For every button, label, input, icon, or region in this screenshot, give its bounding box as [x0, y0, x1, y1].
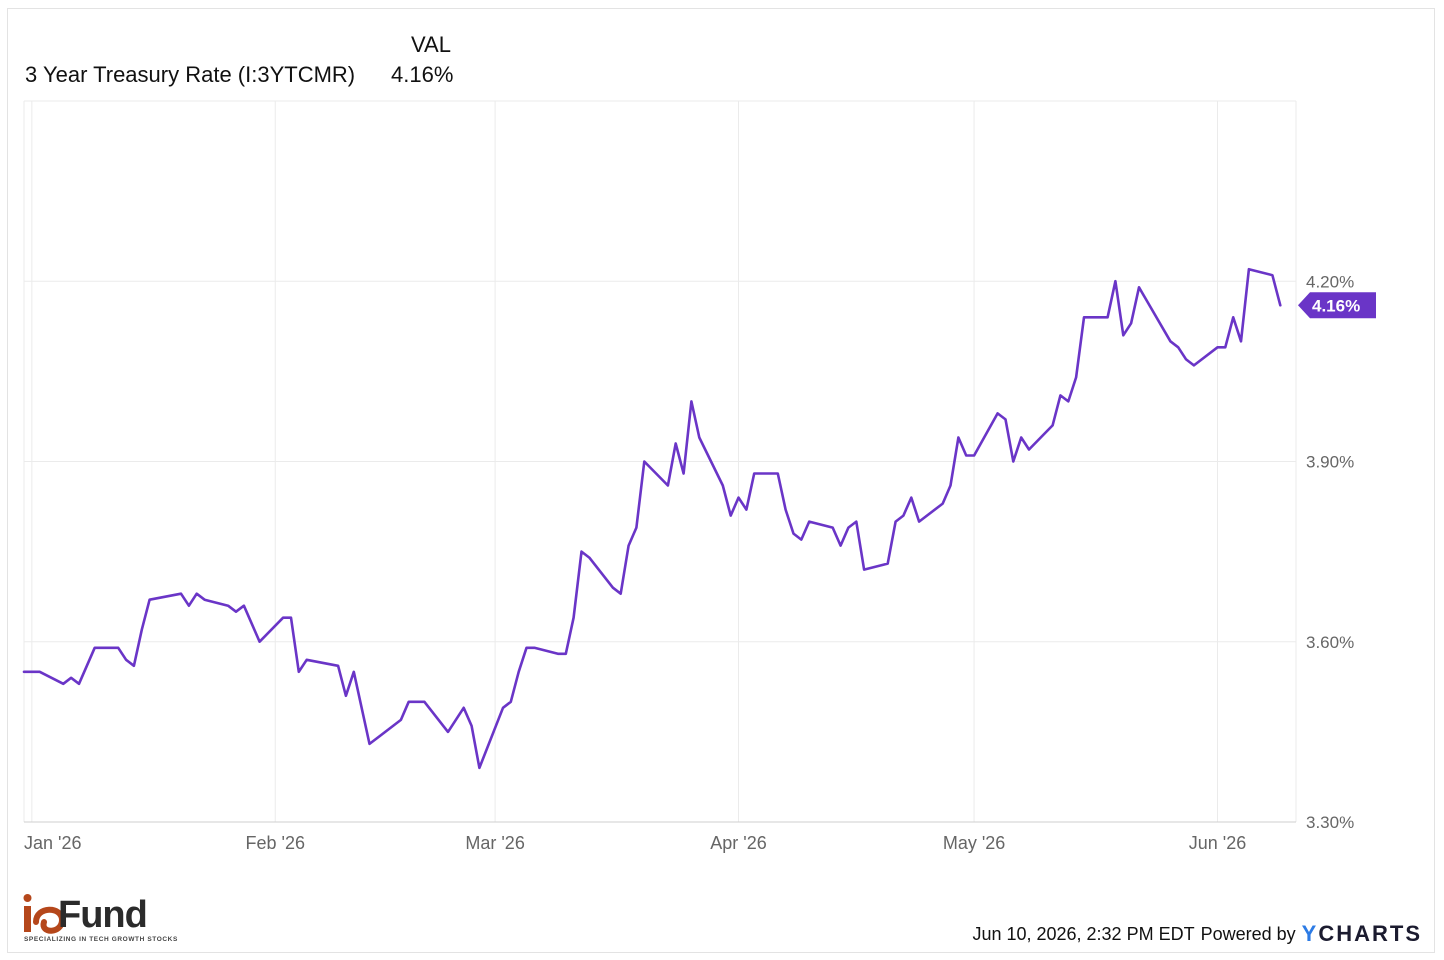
logo-wordmark: Fund: [58, 894, 148, 936]
footer-powered-by: Powered by: [1200, 923, 1296, 944]
last-value-badge: 4.16%: [1298, 292, 1376, 319]
x-tick-label: Mar '26: [465, 833, 524, 853]
footer-timestamp: Jun 10, 2026, 2:32 PM EDT: [972, 923, 1195, 944]
ycharts-logo[interactable]: YCHARTS: [1302, 921, 1422, 947]
series-line: [22, 267, 1282, 770]
x-tick-label: Apr '26: [710, 833, 766, 853]
x-axis: Jan '26 Feb '26 Mar '26 Apr '26 May '26 Jun '…: [24, 821, 1296, 853]
y-tick-label: 4.20%: [1306, 272, 1354, 291]
y-tick-label: 3.30%: [1306, 813, 1354, 832]
y-axis: 3.30% 3.60% 3.90% 4.20%: [1306, 272, 1354, 832]
footer: Jun 10, 2026, 2:32 PM EDT Powered by YCH…: [972, 921, 1422, 947]
last-value-badge-shape: [1298, 292, 1376, 319]
x-tick-label: Feb '26: [246, 833, 305, 853]
last-value-badge-label: 4.16%: [1312, 296, 1360, 315]
ycharts-logo-rest: CHARTS: [1318, 921, 1422, 946]
grid-lines: [23, 100, 1297, 823]
series-layer: [22, 267, 1282, 770]
chart-frame: [7, 8, 1435, 953]
x-tick-label: Jun '26: [1189, 833, 1246, 853]
legend-header: VAL: [411, 32, 451, 57]
logo-tagline: SPECIALIZING IN TECH GROWTH STOCKS: [24, 936, 178, 943]
y-tick-label: 3.90%: [1306, 453, 1354, 472]
legend-series-name[interactable]: 3 Year Treasury Rate (I:3YTCMR): [25, 62, 356, 87]
y-tick-label: 3.60%: [1306, 633, 1354, 652]
legend-series-value: 4.16%: [391, 62, 454, 87]
ycharts-logo-y: Y: [1301, 921, 1319, 946]
x-tick-label: Jan '26: [24, 833, 81, 853]
x-tick-label: May '26: [943, 833, 1005, 853]
io-fund-logo: [23, 894, 66, 934]
